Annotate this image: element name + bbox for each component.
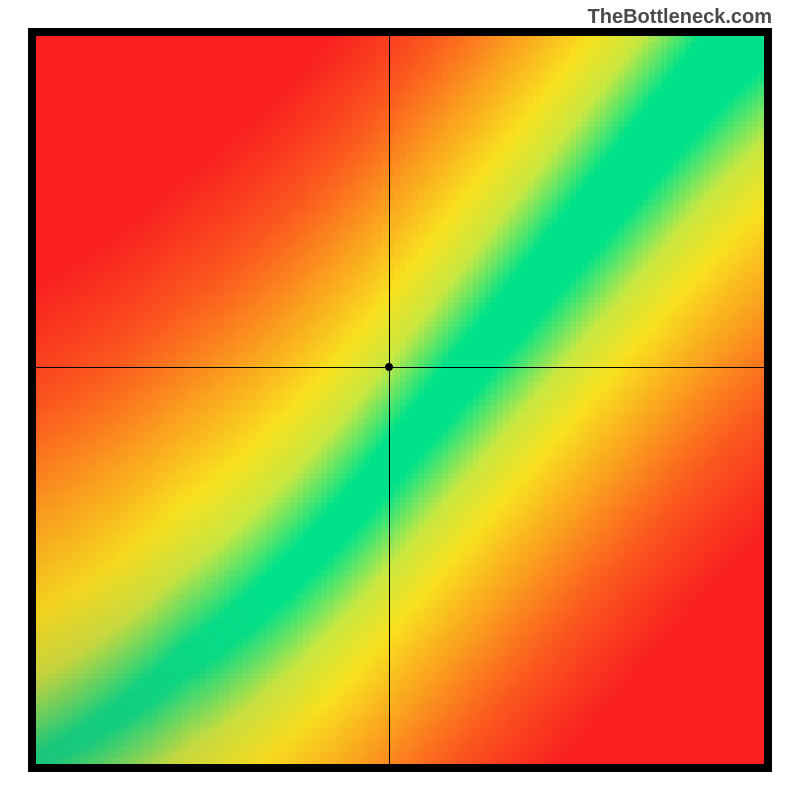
crosshair-vertical (389, 36, 390, 764)
crosshair-marker (385, 363, 393, 371)
crosshair-horizontal (36, 367, 764, 368)
watermark: TheBottleneck.com (588, 6, 772, 29)
heatmap-canvas (36, 36, 764, 764)
chart-frame (28, 28, 772, 772)
heatmap-area (36, 36, 764, 764)
